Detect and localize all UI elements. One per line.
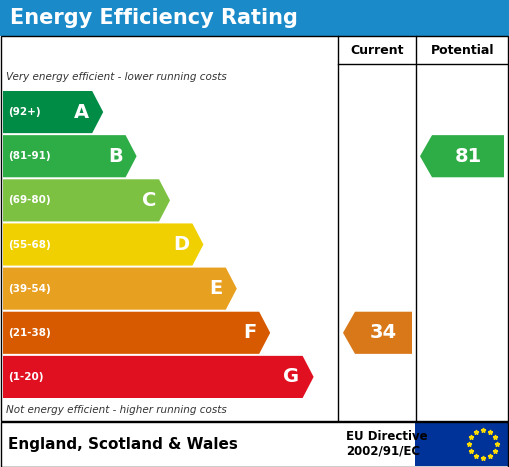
Text: F: F	[243, 323, 256, 342]
Polygon shape	[420, 135, 504, 177]
Text: Current: Current	[350, 43, 404, 57]
Bar	[0, 36, 509, 421]
Text: (69-80): (69-80)	[8, 195, 50, 205]
Text: D: D	[173, 235, 189, 254]
Polygon shape	[3, 179, 170, 221]
Text: (81-91): (81-91)	[8, 151, 50, 161]
Bar	[1, 36, 508, 421]
Text: (92+): (92+)	[8, 107, 41, 117]
Text: A: A	[74, 103, 89, 121]
Bar	[0, 0, 509, 36]
Text: E: E	[210, 279, 223, 298]
Text: G: G	[284, 368, 300, 386]
Bar	[1, 422, 508, 467]
Text: Very energy efficient - lower running costs: Very energy efficient - lower running co…	[6, 72, 227, 82]
Polygon shape	[3, 91, 103, 133]
Polygon shape	[3, 311, 270, 354]
Polygon shape	[3, 356, 314, 398]
Text: (55-68): (55-68)	[8, 240, 51, 249]
Polygon shape	[3, 268, 237, 310]
Text: England, Scotland & Wales: England, Scotland & Wales	[8, 437, 238, 452]
Text: Potential: Potential	[431, 43, 494, 57]
Text: (21-38): (21-38)	[8, 328, 51, 338]
Text: (1-20): (1-20)	[8, 372, 43, 382]
Text: Not energy efficient - higher running costs: Not energy efficient - higher running co…	[6, 405, 227, 415]
Bar	[415, 422, 508, 466]
Text: 34: 34	[370, 323, 397, 342]
Bar	[1, 422, 508, 466]
Text: Energy Efficiency Rating: Energy Efficiency Rating	[10, 8, 298, 28]
Polygon shape	[3, 223, 204, 266]
Polygon shape	[3, 135, 136, 177]
Text: C: C	[142, 191, 156, 210]
Text: (39-54): (39-54)	[8, 283, 51, 294]
Text: 2002/91/EC: 2002/91/EC	[346, 445, 420, 458]
Text: B: B	[108, 147, 123, 166]
Text: EU Directive: EU Directive	[346, 431, 428, 444]
Polygon shape	[343, 311, 412, 354]
Text: 81: 81	[455, 147, 482, 166]
